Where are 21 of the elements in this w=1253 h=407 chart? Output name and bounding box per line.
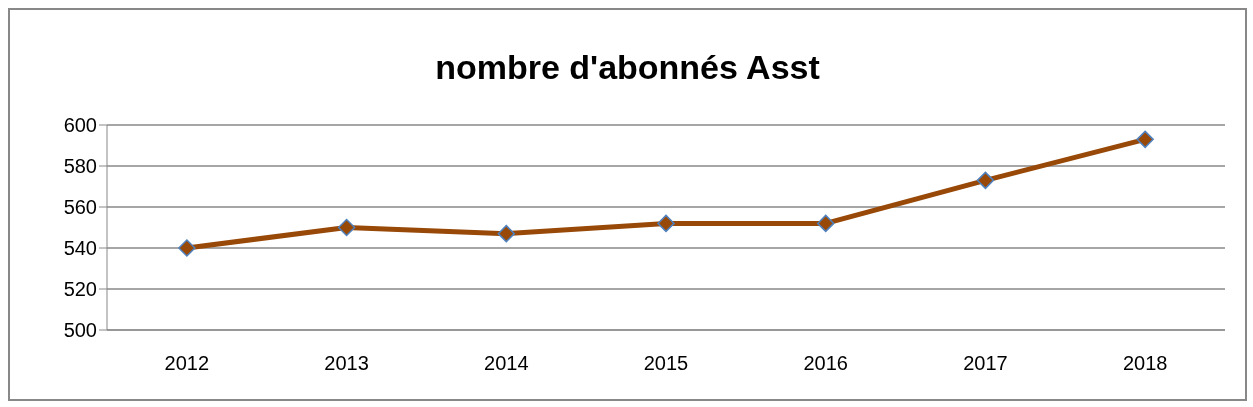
chart-title: nombre d'abonnés Asst [434,47,821,86]
y-tick-label: 560 [63,196,97,219]
y-tick-label: 520 [63,278,97,301]
x-tick-label: 2017 [963,352,1008,375]
point [178,239,196,257]
x-tick-label: 2015 [643,352,689,375]
point [976,171,995,190]
x-tick-label: 2013 [324,352,369,375]
x-tick-label: 2012 [164,352,210,375]
point [497,224,516,243]
point [816,214,835,233]
x-tick-label: 2018 [1122,352,1168,375]
y-tick-label: 540 [63,237,97,260]
x-tick-label: 2016 [803,352,848,375]
point [1136,130,1154,149]
x-tick-label: 2014 [484,352,529,375]
point [337,218,356,237]
y-tick-label: 600 [63,114,97,137]
y-tick-label: 500 [63,319,97,342]
point [657,214,675,233]
y-tick-label: 580 [63,155,97,178]
